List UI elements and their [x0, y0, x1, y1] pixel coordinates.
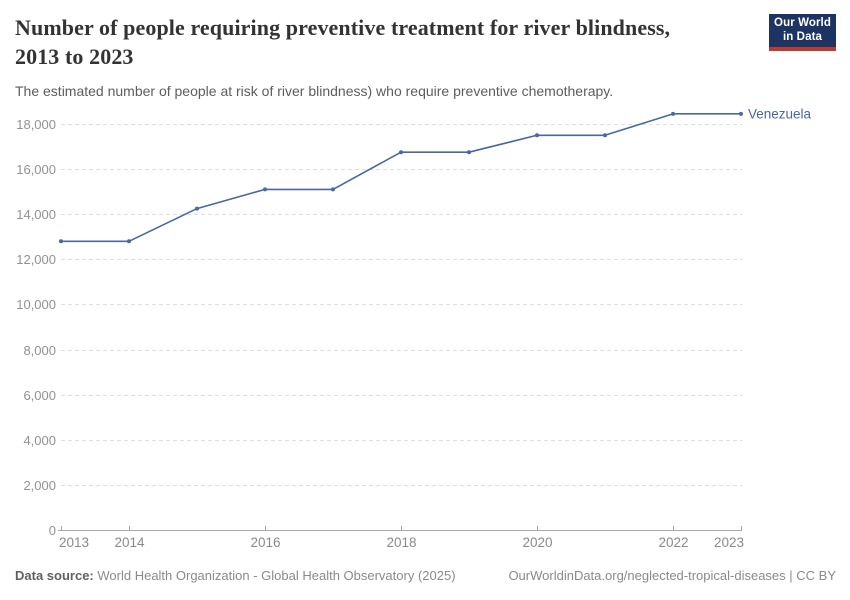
- x-axis-tick-label: 2023: [714, 535, 744, 550]
- trend-line[interactable]: [60, 113, 742, 243]
- y-axis-tick-label: 10,000: [16, 297, 56, 312]
- data-point[interactable]: [331, 187, 335, 192]
- x-axis-tick-label: 2022: [658, 535, 688, 550]
- owid-logo-text-line1: Our World: [774, 17, 831, 29]
- y-axis-tick-label: 16,000: [16, 162, 56, 177]
- data-point[interactable]: [603, 133, 607, 138]
- chart-subtitle: The estimated number of people at risk o…: [15, 83, 614, 100]
- title-block: Number of people requiring preventive tr…: [15, 13, 720, 101]
- chart-footer: Data source: World Health Organization -…: [15, 568, 836, 583]
- chart-title: Number of people requiring preventive tr…: [15, 15, 671, 70]
- y-axis-tick-label: 18,000: [16, 117, 56, 132]
- x-axis-tick-label: 2013: [59, 535, 89, 550]
- data-point[interactable]: [535, 133, 539, 138]
- data-point[interactable]: [263, 187, 267, 192]
- data-point[interactable]: [195, 206, 199, 211]
- data-point[interactable]: [739, 111, 743, 116]
- owid-logo-text-line2: in Data: [782, 30, 823, 43]
- y-axis-tick-label: 14,000: [16, 207, 56, 222]
- x-axis-tick-label: 2020: [522, 535, 552, 550]
- data-source-text: World Health Organization - Global Healt…: [97, 568, 456, 583]
- y-axis-tick-label: 4,000: [23, 433, 56, 448]
- data-point[interactable]: [127, 239, 131, 244]
- y-axis-tick-label: 8,000: [23, 343, 56, 358]
- y-axis-tick-label: 0: [49, 523, 56, 538]
- data-source-label: Data source:: [15, 568, 94, 583]
- data-source: Data source: World Health Organization -…: [15, 568, 456, 583]
- y-axis-tick-label: 6,000: [23, 388, 56, 403]
- owid-logo: Our World in Data: [769, 14, 836, 51]
- license-link[interactable]: OurWorldinData.org/neglected-tropical-di…: [508, 568, 836, 583]
- series-label-venezuela: Venezuela: [748, 106, 812, 121]
- y-axis-tick-label: 12,000: [16, 252, 56, 267]
- data-point[interactable]: [671, 111, 675, 116]
- x-axis-tick-label: 2014: [114, 535, 145, 550]
- y-axis-tick-label: 2,000: [23, 478, 56, 493]
- data-point[interactable]: [59, 239, 63, 244]
- x-axis-tick-label: 2018: [386, 535, 416, 550]
- data-point[interactable]: [399, 150, 403, 155]
- data-point[interactable]: [467, 150, 471, 155]
- x-axis-tick-label: 2016: [250, 535, 280, 550]
